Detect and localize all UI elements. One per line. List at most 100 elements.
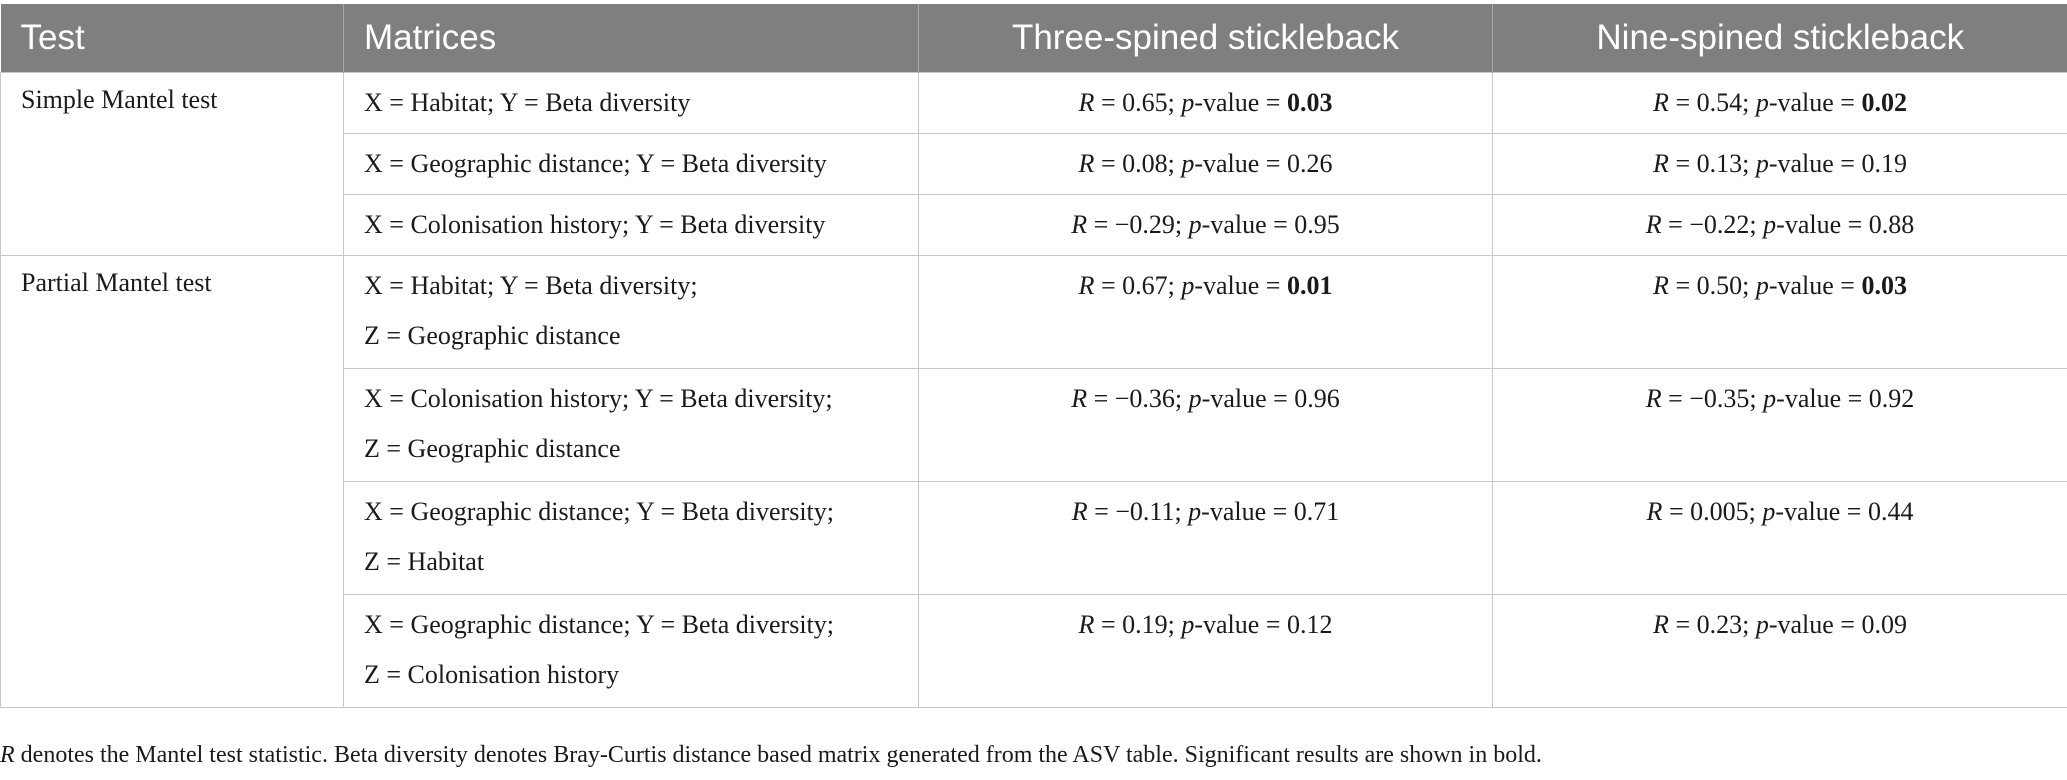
r-symbol: R	[1653, 271, 1669, 300]
p-symbol: p	[1181, 149, 1195, 178]
p-value-label: -value =	[1194, 610, 1287, 639]
p-value-significant: 0.03	[1861, 271, 1907, 300]
r-symbol: R	[1653, 610, 1669, 639]
three-spined-cell: R = 0.67; p-value = 0.01	[918, 255, 1493, 369]
matrices-cell: X = Geographic distance; Y = Beta divers…	[343, 594, 919, 708]
nine-spined-cell: R = 0.54; p-value = 0.02	[1492, 72, 2067, 134]
footnote-text: denotes the Mantel test statistic. Beta …	[14, 742, 1542, 768]
table-row: X = Geographic distance; Y = Beta divers…	[1, 133, 2067, 195]
nine-spined-cell: R = −0.35; p-value = 0.92	[1492, 368, 2067, 482]
matrices-line: X = Habitat; Y = Beta diversity	[364, 88, 691, 117]
p-value-label: -value =	[1201, 210, 1295, 239]
p-value-label: -value =	[1194, 149, 1287, 178]
three-spined-cell: R = −0.36; p-value = 0.96	[918, 368, 1493, 482]
p-value-label: -value =	[1768, 88, 1862, 117]
p-value-significant: 0.02	[1861, 88, 1907, 117]
r-value: = 0.65;	[1094, 88, 1182, 117]
table-row: X = Geographic distance; Y = Beta divers…	[1, 594, 2067, 708]
r-value: = 0.08;	[1094, 149, 1182, 178]
p-value-label: -value =	[1768, 610, 1862, 639]
p-symbol: p	[1181, 271, 1195, 300]
p-value-number: 0.26	[1286, 149, 1333, 178]
r-value: = 0.50;	[1668, 271, 1756, 300]
matrices-cell: X = Geographic distance; Y = Beta divers…	[343, 133, 919, 195]
nine-spined-cell: R = −0.22; p-value = 0.88	[1492, 194, 2067, 256]
r-symbol: R	[1078, 88, 1095, 117]
nine-spined-cell: R = 0.23; p-value = 0.09	[1492, 594, 2067, 708]
test-name: Partial Mantel test	[21, 268, 212, 297]
r-value: = −0.36;	[1087, 384, 1189, 413]
p-symbol: p	[1755, 88, 1769, 117]
r-value: = 0.23;	[1668, 610, 1756, 639]
matrices-line: Z = Habitat	[364, 547, 485, 576]
three-spined-cell: R = −0.11; p-value = 0.71	[918, 481, 1493, 595]
r-value: = 0.54;	[1668, 88, 1756, 117]
p-symbol: p	[1763, 384, 1777, 413]
p-value-number: 0.19	[1861, 149, 1907, 178]
p-symbol: p	[1762, 497, 1776, 526]
p-value-label: -value =	[1768, 271, 1862, 300]
r-symbol: R	[1645, 384, 1662, 413]
p-value-number: 0.44	[1867, 497, 1914, 526]
matrices-cell: X = Habitat; Y = Beta diversity	[343, 72, 919, 134]
p-symbol: p	[1188, 210, 1202, 239]
matrices-line: X = Colonisation history; Y = Beta diver…	[364, 384, 833, 413]
r-symbol: R	[1071, 497, 1088, 526]
three-spined-cell: R = 0.19; p-value = 0.12	[918, 594, 1493, 708]
table-row: Partial Mantel test X = Habitat; Y = Beta…	[0, 255, 2067, 708]
matrices-line: Z = Geographic distance	[364, 434, 621, 463]
matrices-line: X = Geographic distance; Y = Beta divers…	[364, 149, 827, 178]
p-value-label: -value =	[1776, 210, 1869, 239]
mantel-results-table: Test Matrices Three-spined stickleback N…	[0, 4, 2067, 708]
p-symbol: p	[1755, 271, 1769, 300]
p-symbol: p	[1755, 610, 1769, 639]
r-value: = 0.005;	[1662, 497, 1763, 526]
p-value-significant: 0.03	[1286, 88, 1333, 117]
p-value-label: -value =	[1194, 271, 1287, 300]
three-spined-cell: R = −0.29; p-value = 0.95	[918, 194, 1493, 256]
r-symbol: R	[1078, 610, 1095, 639]
table-footnote: R denotes the Mantel test statistic. Bet…	[0, 742, 1542, 769]
r-symbol: R	[1071, 210, 1088, 239]
matrices-line: Z = Colonisation history	[364, 660, 620, 689]
p-value-number: 0.12	[1286, 610, 1333, 639]
p-symbol: p	[1181, 88, 1195, 117]
header-row: Test Matrices Three-spined stickleback N…	[0, 4, 2067, 73]
p-symbol: p	[1188, 384, 1202, 413]
p-symbol: p	[1763, 210, 1777, 239]
p-value-label: -value =	[1768, 149, 1862, 178]
nine-spined-cell: R = 0.50; p-value = 0.03	[1492, 255, 2067, 369]
three-spined-cell: R = 0.08; p-value = 0.26	[918, 133, 1493, 195]
p-value-number: 0.71	[1293, 497, 1340, 526]
table-row: X = Colonisation history; Y = Beta diver…	[1, 194, 2067, 256]
test-name-cell: Partial Mantel test	[0, 255, 344, 708]
mantel-table-container: Test Matrices Three-spined stickleback N…	[0, 4, 2067, 708]
matrices-line: X = Colonisation history; Y = Beta diver…	[364, 210, 826, 239]
test-name: Simple Mantel test	[21, 85, 218, 114]
matrices-cell: X = Colonisation history; Y = Beta diver…	[343, 368, 919, 482]
r-value: = 0.67;	[1094, 271, 1182, 300]
matrices-line: X = Geographic distance; Y = Beta divers…	[364, 497, 834, 526]
r-symbol: R	[1078, 149, 1095, 178]
r-symbol: R	[1071, 384, 1088, 413]
matrices-cell: X = Habitat; Y = Beta diversity; Z = Geog…	[343, 255, 919, 369]
nine-spined-cell: R = 0.005; p-value = 0.44	[1492, 481, 2067, 595]
three-spined-cell: R = 0.65; p-value = 0.03	[918, 72, 1493, 134]
header-three-spined: Three-spined stickleback	[918, 4, 1493, 73]
matrices-line: Z = Geographic distance	[364, 321, 621, 350]
p-value-number: 0.95	[1294, 210, 1340, 239]
matrices-line: X = Geographic distance; Y = Beta divers…	[364, 610, 834, 639]
r-value: = −0.35;	[1661, 384, 1764, 413]
r-symbol: R	[1653, 88, 1669, 117]
p-value-number: 0.96	[1294, 384, 1340, 413]
nine-spined-cell: R = 0.13; p-value = 0.19	[1492, 133, 2067, 195]
table-row: X = Colonisation history; Y = Beta diver…	[1, 368, 2067, 482]
matrices-line: X = Habitat; Y = Beta diversity;	[364, 271, 698, 300]
p-value-number: 0.88	[1868, 210, 1915, 239]
p-value-significant: 0.01	[1286, 271, 1333, 300]
matrices-cell: X = Colonisation history; Y = Beta diver…	[343, 194, 919, 256]
r-value: = −0.29;	[1087, 210, 1189, 239]
p-value-label: -value =	[1201, 384, 1295, 413]
p-value-number: 0.92	[1868, 384, 1915, 413]
matrices-cell: X = Geographic distance; Y = Beta divers…	[343, 481, 919, 595]
